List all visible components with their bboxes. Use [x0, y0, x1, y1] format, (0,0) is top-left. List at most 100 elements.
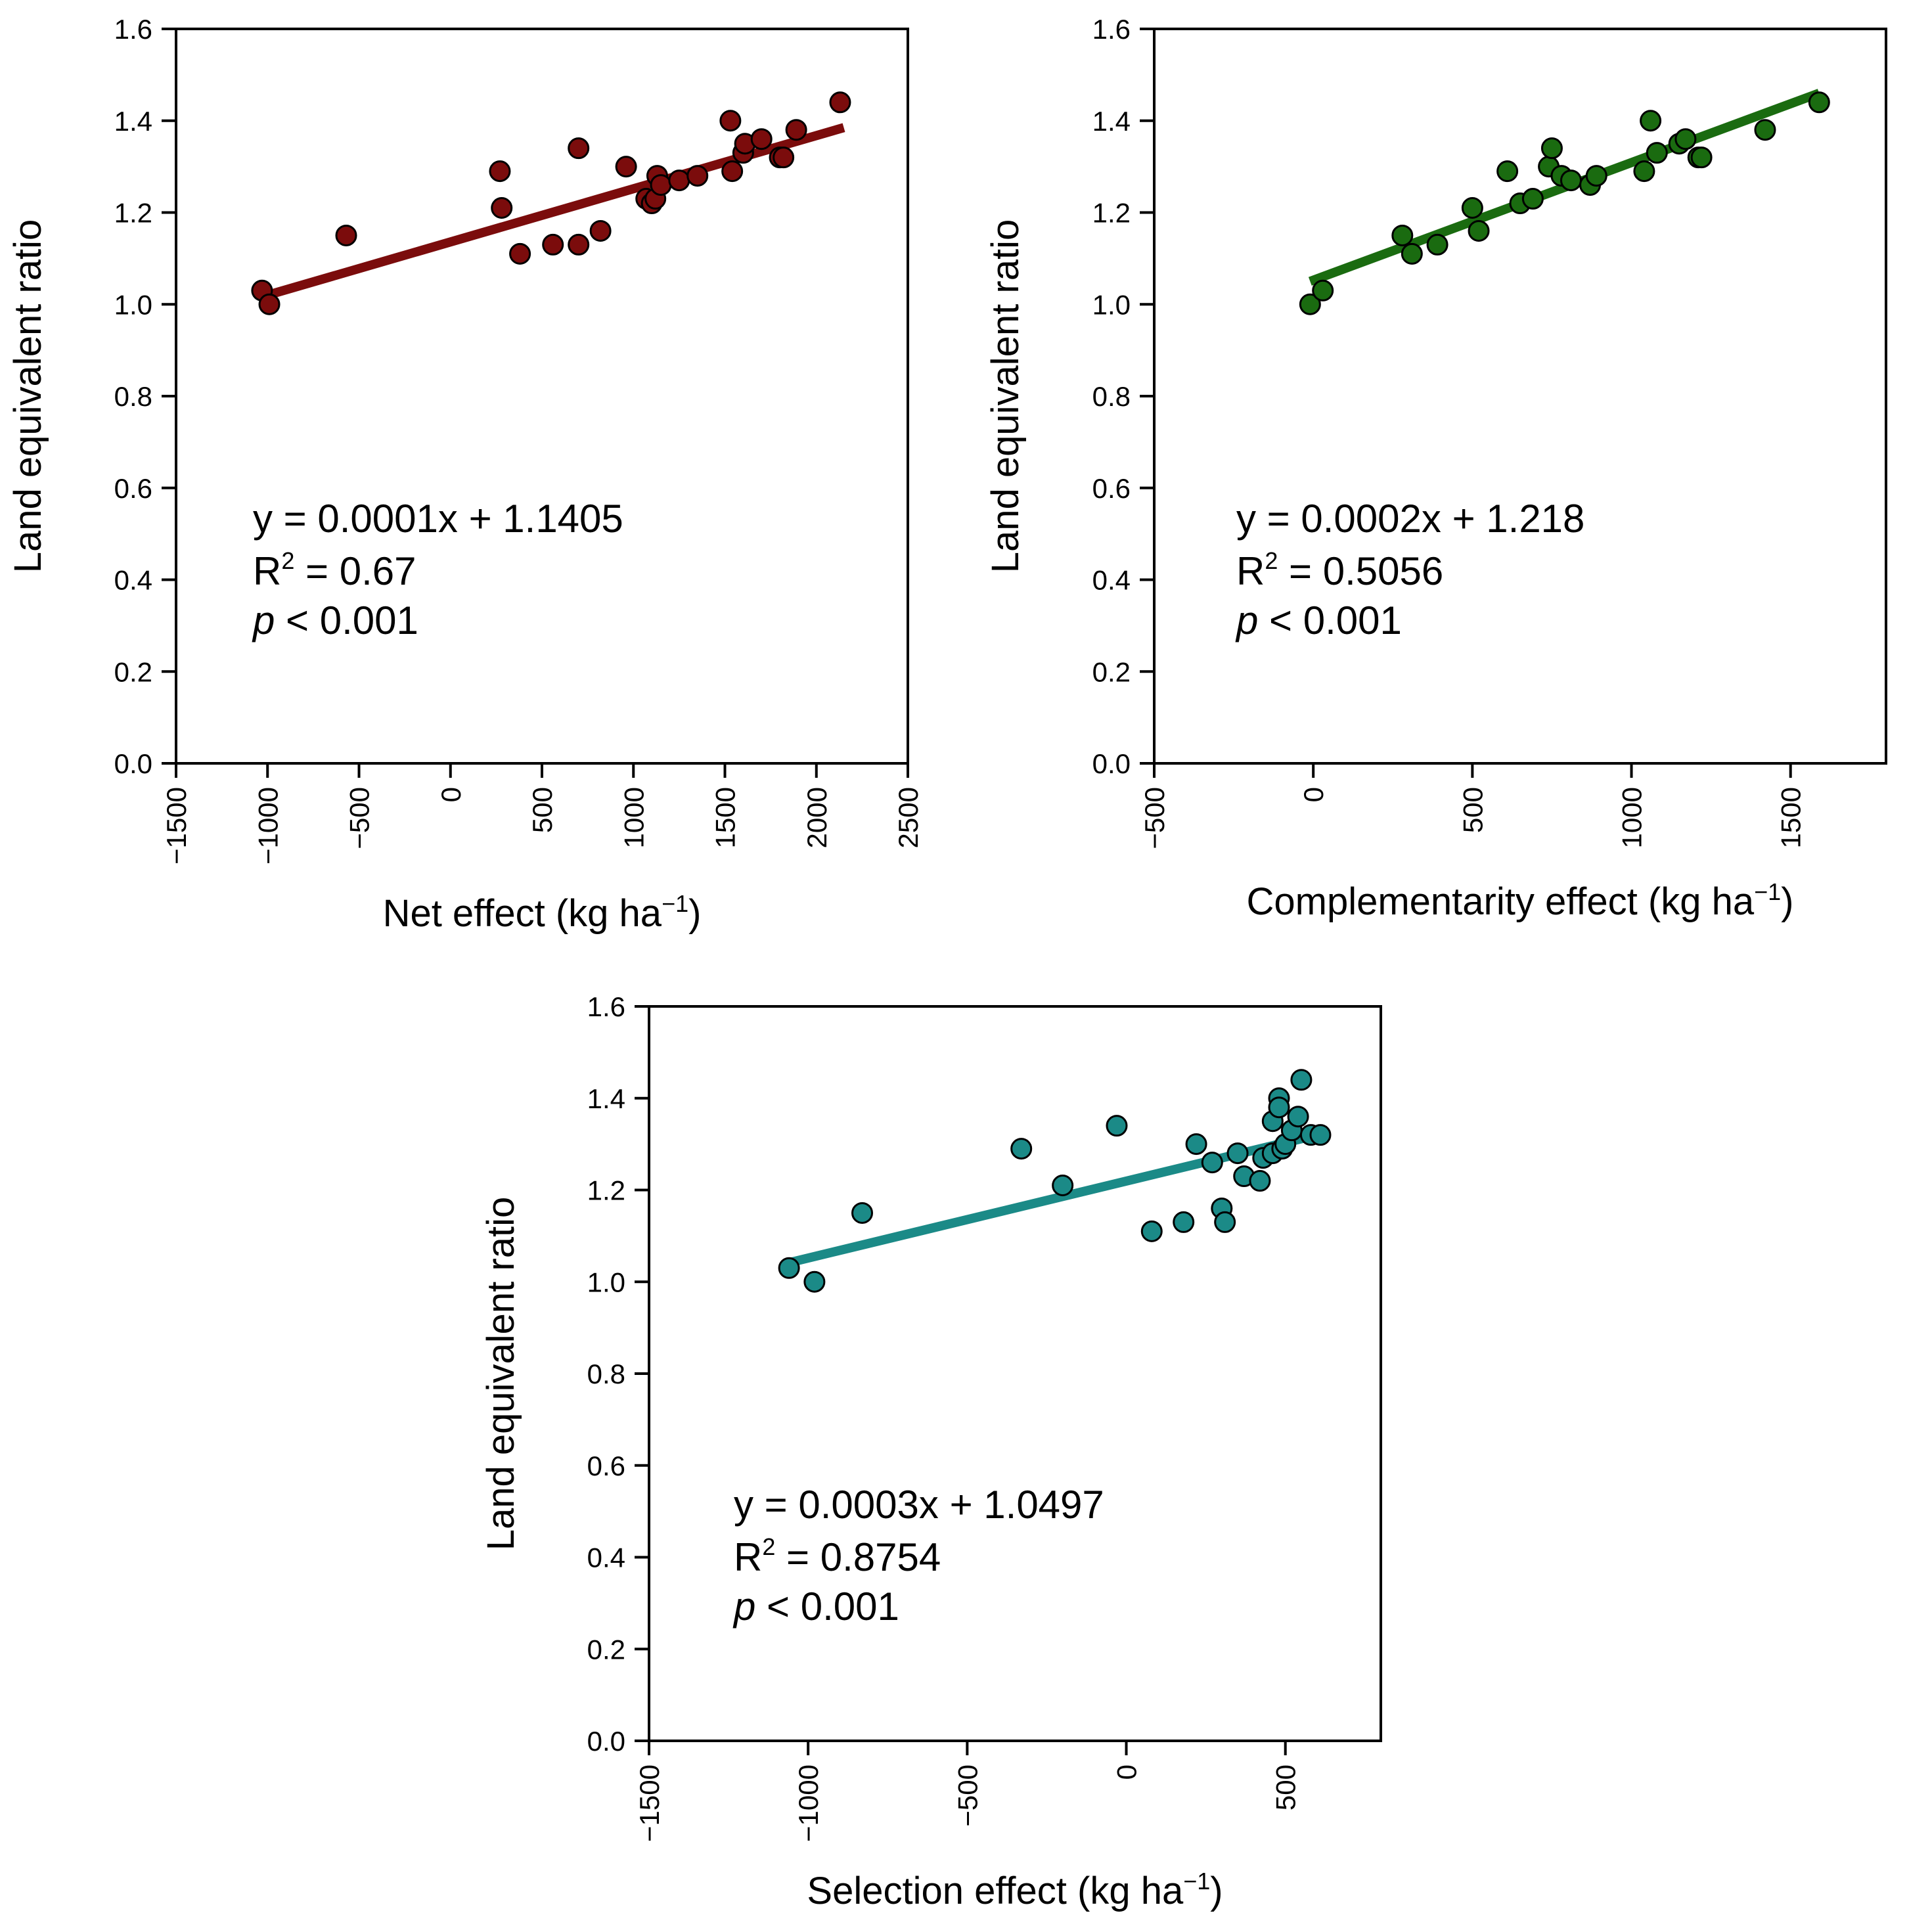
data-point: [650, 174, 672, 196]
data-point: [1633, 160, 1655, 183]
data-point: [1585, 165, 1607, 187]
y-tick-label: 0.4: [114, 565, 152, 596]
equation-label: y = 0.0002x + 1.218: [1236, 497, 1584, 541]
x-tick-label: −1500: [161, 787, 192, 865]
y-ticks: 0.0 0.2 0.4 0.6 0.8 1.0 1.2 1.4 1.6: [1092, 14, 1154, 779]
data-point: [1185, 1133, 1207, 1156]
data-point: [1309, 1124, 1332, 1146]
x-axis-title: Selection effect (kg ha−1): [807, 1868, 1223, 1912]
data-point: [686, 165, 709, 187]
x-tick-label: 2000: [801, 787, 832, 848]
r-squared-superscript: 2: [1265, 547, 1278, 574]
r-squared-label: R2 = 0.5056: [1236, 547, 1443, 593]
data-point: [829, 91, 851, 114]
y-tick-label: 0.8: [587, 1359, 625, 1389]
r-squared-label: R2 = 0.8754: [734, 1533, 941, 1579]
y-tick-label: 1.4: [114, 106, 152, 137]
y-tick-label: 0.6: [114, 473, 152, 504]
x-ticks: −500 0 500 1000 1500: [1139, 763, 1807, 849]
data-point: [1268, 1096, 1290, 1119]
r-squared-prefix: R: [734, 1535, 762, 1579]
data-point: [1299, 293, 1321, 315]
data-point: [1401, 242, 1423, 265]
data-points: [778, 1069, 1332, 1293]
data-point: [773, 146, 795, 169]
data-point: [589, 219, 612, 242]
y-tick-label: 1.0: [114, 289, 152, 320]
data-point: [1391, 224, 1414, 246]
y-tick-label: 1.2: [1092, 198, 1131, 229]
y-axis-title: Land equivalent ratio: [984, 219, 1027, 573]
panel-complementarity-effect: 0.0 0.2 0.4 0.6 0.8 1.0 1.2 1.4 1.6 −500 0 500 1000…: [984, 14, 1887, 923]
data-point: [1674, 128, 1697, 150]
y-tick-label: 0.8: [1092, 381, 1131, 412]
x-axis-title-main: Net effect (kg ha: [383, 892, 662, 935]
data-point: [1106, 1115, 1128, 1137]
data-point: [615, 156, 637, 178]
x-tick-label: −500: [344, 787, 375, 849]
y-axis-title: Land equivalent ratio: [480, 1197, 522, 1551]
data-point: [1540, 137, 1563, 160]
data-point: [1214, 1211, 1236, 1233]
y-tick-label: 1.0: [587, 1267, 625, 1297]
data-point: [491, 197, 513, 219]
r-squared-prefix: R: [253, 549, 281, 593]
data-point: [1521, 188, 1544, 210]
data-point: [1468, 219, 1490, 242]
data-point: [668, 169, 690, 192]
data-point: [721, 160, 744, 183]
x-axis-title-superscript: −1: [662, 890, 688, 917]
data-point: [1290, 1069, 1313, 1091]
x-tick-label: 1000: [618, 787, 649, 848]
data-points: [1299, 91, 1830, 315]
x-tick-label: 2500: [893, 787, 924, 848]
data-point: [1426, 233, 1449, 256]
r-squared-label: R2 = 0.67: [253, 547, 416, 593]
data-point: [1173, 1211, 1195, 1233]
y-axis-title: Land equivalent ratio: [7, 219, 49, 573]
data-point: [719, 110, 742, 132]
data-point: [1010, 1138, 1033, 1160]
data-point: [851, 1202, 874, 1224]
x-axis-title-main: Complementarity effect (kg ha: [1247, 880, 1755, 923]
y-ticks: 0.0 0.2 0.4 0.6 0.8 1.0 1.2 1.4 1.6: [587, 991, 649, 1757]
p-value: < 0.001: [1258, 598, 1402, 642]
data-point: [1312, 279, 1334, 302]
y-tick-label: 1.4: [1092, 106, 1131, 137]
y-tick-label: 0.0: [1092, 748, 1131, 779]
data-point: [803, 1270, 826, 1293]
data-point: [778, 1257, 800, 1279]
y-tick-label: 1.6: [1092, 14, 1131, 45]
y-tick-label: 0.8: [114, 381, 152, 412]
y-tick-label: 1.0: [1092, 289, 1131, 320]
x-axis-title: Net effect (kg ha−1): [383, 890, 702, 935]
data-point: [750, 128, 773, 150]
data-point: [1287, 1106, 1309, 1128]
x-axis-title-end: ): [1210, 1870, 1223, 1912]
y-tick-label: 0.2: [114, 656, 152, 687]
x-axis-title-main: Selection effect (kg ha: [807, 1870, 1184, 1912]
x-ticks: −1500 −1000 −500 0 500: [634, 1741, 1301, 1842]
x-axis-title-superscript: −1: [1754, 878, 1781, 905]
x-tick-label: −1500: [634, 1764, 665, 1842]
r-squared-prefix: R: [1236, 549, 1265, 593]
data-point: [1640, 110, 1662, 132]
equation-label: y = 0.0003x + 1.0497: [734, 1483, 1104, 1527]
data-point: [1808, 91, 1830, 114]
x-tick-label: 500: [1270, 1764, 1301, 1810]
data-point: [1201, 1152, 1223, 1174]
p-value-label: p < 0.001: [252, 598, 418, 642]
data-point: [1496, 160, 1519, 183]
x-ticks: −1500 −1000 −500 0 500 1000 1500 2000 2500: [161, 763, 924, 865]
p-symbol: p: [1235, 598, 1258, 642]
x-tick-label: 1500: [1776, 787, 1807, 848]
p-value-label: p < 0.001: [732, 1584, 899, 1629]
p-value-label: p < 0.001: [1235, 598, 1402, 642]
x-tick-label: 500: [527, 787, 558, 833]
x-axis-title-end: ): [1781, 880, 1793, 923]
data-point: [568, 233, 590, 256]
y-tick-label: 0.2: [1092, 656, 1131, 687]
data-point: [258, 293, 281, 315]
x-tick-label: −500: [1139, 787, 1170, 849]
